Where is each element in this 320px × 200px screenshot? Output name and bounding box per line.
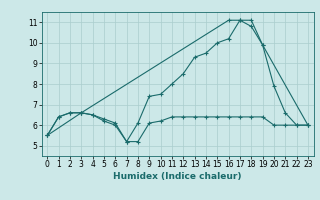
X-axis label: Humidex (Indice chaleur): Humidex (Indice chaleur) [113, 172, 242, 181]
